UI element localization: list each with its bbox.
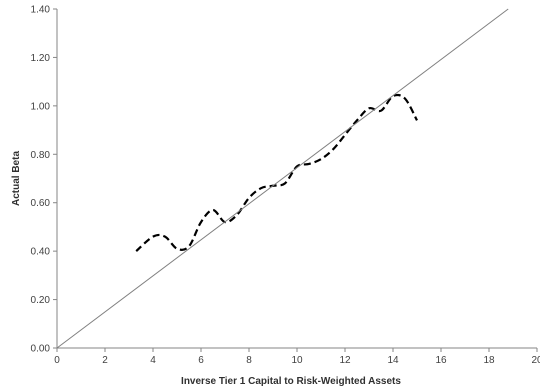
series-line-dashed <box>135 93 418 252</box>
x-axis-title: Inverse Tier 1 Capital to Risk-Weighted … <box>181 376 401 387</box>
x-tick-label: 2 <box>102 355 108 366</box>
labels: 0.00 0.20 0.40 0.60 0.80 1.00 1.20 1.40 0 2 4 6 8 10 1… <box>31 5 540 367</box>
x-tick-label: 6 <box>198 355 204 366</box>
x-tick-label: 14 <box>387 355 399 366</box>
x-tick-label: 16 <box>435 355 447 366</box>
x-tick-label: 0 <box>54 355 60 366</box>
x-tick-label: 18 <box>483 355 495 366</box>
series-layer <box>56 8 509 349</box>
series-line-solid <box>56 8 509 349</box>
x-tick-label: 4 <box>150 355 156 366</box>
axes <box>53 8 538 352</box>
y-tick-label: 1.20 <box>31 53 51 64</box>
x-tick-label: 20 <box>531 355 540 366</box>
y-tick-label: 1.00 <box>31 101 51 112</box>
y-tick-label: 0.60 <box>31 198 51 209</box>
x-tick-label: 10 <box>291 355 303 366</box>
y-tick-label: 0.00 <box>31 344 51 355</box>
y-axis-title: Actual Beta <box>11 151 22 206</box>
x-tick-label: 12 <box>339 355 351 366</box>
y-tick-label: 0.40 <box>31 247 51 258</box>
y-tick-label: 0.20 <box>31 295 51 306</box>
x-tick-label: 8 <box>246 355 252 366</box>
y-tick-label: 1.40 <box>31 5 51 16</box>
y-tick-label: 0.80 <box>31 150 51 161</box>
